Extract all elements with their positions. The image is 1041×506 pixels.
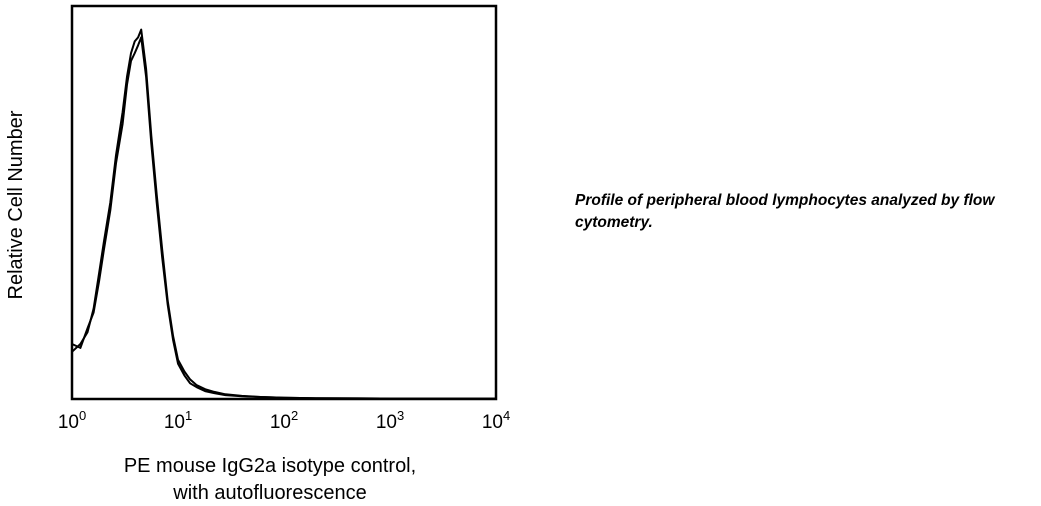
x-tick-label-3: 103	[376, 408, 404, 433]
series-layer	[71, 28, 496, 400]
histogram-series-2	[71, 28, 496, 400]
x-tick-base: 10	[164, 412, 185, 433]
x-tick-label-0: 100	[58, 408, 86, 433]
x-tick-exponent: 3	[397, 408, 404, 423]
x-tick-base: 10	[270, 412, 291, 433]
x-tick-exponent: 1	[185, 408, 192, 423]
x-tick-base: 10	[482, 412, 503, 433]
x-tick-exponent: 4	[503, 408, 510, 423]
x-axis-label-line-1: PE mouse IgG2a isotype control,	[124, 455, 416, 477]
x-tick-exponent: 0	[79, 408, 86, 423]
x-axis-ticks: 100 101 102 103 104	[58, 408, 510, 433]
x-tick-base: 10	[58, 412, 79, 433]
plot-frame	[70, 4, 498, 401]
x-axis-label-line-2: with autofluorescence	[172, 482, 366, 504]
x-tick-base: 10	[376, 412, 397, 433]
x-tick-label-4: 104	[482, 408, 510, 433]
y-axis-label: Relative Cell Number	[5, 110, 27, 299]
x-tick-label-2: 102	[270, 408, 298, 433]
x-tick-exponent: 2	[291, 408, 298, 423]
x-tick-label-1: 101	[164, 408, 192, 433]
figure-caption: Profile of peripheral blood lymphocytes …	[575, 192, 995, 231]
